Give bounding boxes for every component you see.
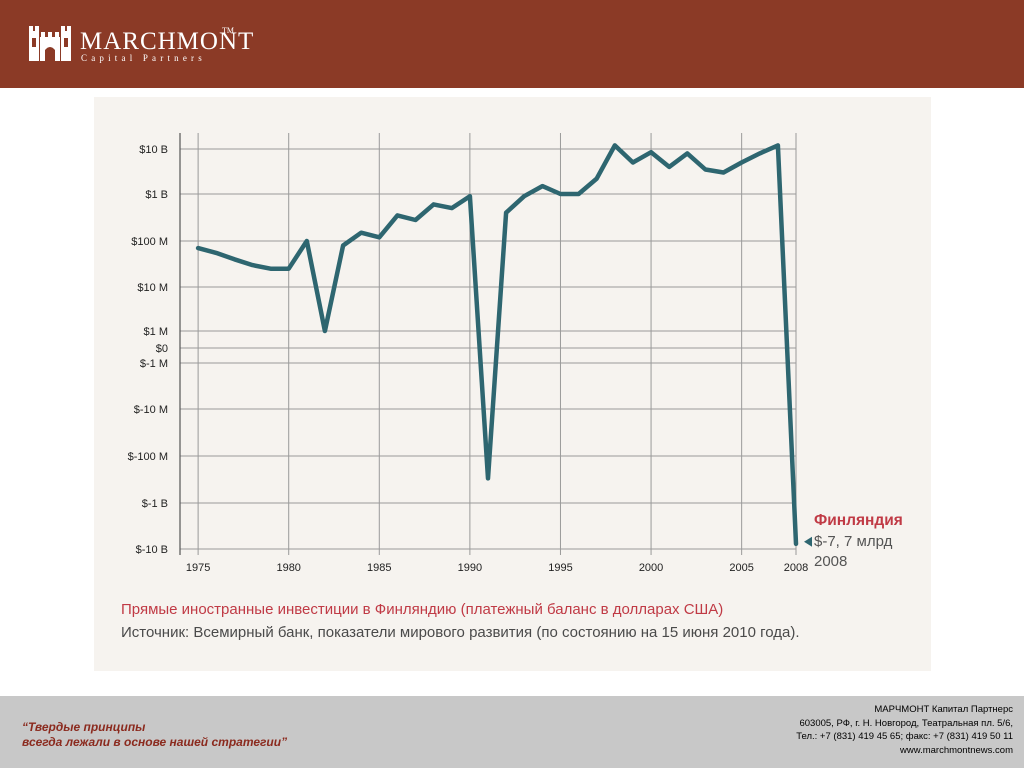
end-label-year: 2008 <box>814 553 847 570</box>
chart-caption-title: Прямые иностранные инвестиции в Финлянди… <box>121 601 724 618</box>
footer-contact: МАРЧМОНТ Капитал Партнерс 603005, РФ, г.… <box>796 703 1013 757</box>
y-tick-label: $10 M <box>137 282 168 294</box>
x-tick-label: 1990 <box>458 562 482 574</box>
x-tick-label: 2008 <box>784 562 808 574</box>
y-tick-label: $-100 M <box>128 451 168 463</box>
chart-grid <box>179 133 797 555</box>
slogan-line-1: “Твердые принципы <box>22 720 146 734</box>
castle-tower-icon <box>29 26 71 61</box>
footer-website[interactable]: www.marchmontnews.com <box>900 744 1013 756</box>
brand-trademark: TM <box>222 26 234 35</box>
x-tick-label: 2000 <box>639 562 663 574</box>
y-tick-label: $1 M <box>144 326 168 338</box>
footer-phones: Тел.: +7 (831) 419 45 65; факс: +7 (831)… <box>796 731 1013 743</box>
series-data-points <box>198 145 797 544</box>
end-label-value: $-7, 7 млрд <box>814 533 893 550</box>
series-line-fdi-finland <box>195 143 799 547</box>
y-tick-label: $-1 M <box>140 358 168 370</box>
x-tick-label: 1975 <box>186 562 210 574</box>
y-tick-label: $10 B <box>139 144 168 156</box>
y-tick-label: $100 M <box>131 236 168 248</box>
brand-subtitle: Capital Partners <box>81 53 206 63</box>
footer-bar: “Твердые принципы всегда лежали в основе… <box>0 696 1024 768</box>
x-tick-label: 1980 <box>276 562 300 574</box>
x-tick-label: 1985 <box>367 562 391 574</box>
y-tick-label: $-10 B <box>136 544 168 556</box>
end-label-country: Финляндия <box>814 512 903 529</box>
footer-company: МАРЧМОНТ Капитал Партнерс <box>874 704 1013 715</box>
y-axis-tick-labels: $10 B $1 B $100 M $10 M $1 M $0 $-1 M $-10 M $-1… <box>128 144 168 556</box>
y-tick-label: $-10 M <box>134 404 168 416</box>
footer-address: 603005, РФ, г. Н. Новгород, Театральная … <box>799 717 1013 729</box>
x-axis-tick-labels: 1975 1980 1985 1990 1995 2000 2005 2008 <box>186 562 808 574</box>
y-tick-label: $0 <box>156 343 168 355</box>
x-tick-label: 2005 <box>729 562 753 574</box>
chart-panel: $10 B $1 B $100 M $10 M $1 M $0 $-1 M $-10 M $-1… <box>94 97 931 671</box>
slogan-line-2: всегда лежали в основе нашей стратегии” <box>22 735 288 749</box>
footer-slogan: “Твердые принципы всегда лежали в основе… <box>22 720 287 750</box>
left-triangle-icon <box>804 536 812 547</box>
y-tick-label: $1 B <box>145 189 168 201</box>
x-tick-label: 1995 <box>548 562 572 574</box>
header-bar: MARCHMONT TM Capital Partners <box>0 0 1024 88</box>
y-tick-label: $-1 B <box>142 498 168 510</box>
chart-caption-source: Источник: Всемирный банк, показатели мир… <box>121 624 800 641</box>
fdi-line-chart: $10 B $1 B $100 M $10 M $1 M $0 $-1 M $-10 M $-1… <box>128 133 903 574</box>
brand-name: MARCHMONT <box>80 28 255 55</box>
